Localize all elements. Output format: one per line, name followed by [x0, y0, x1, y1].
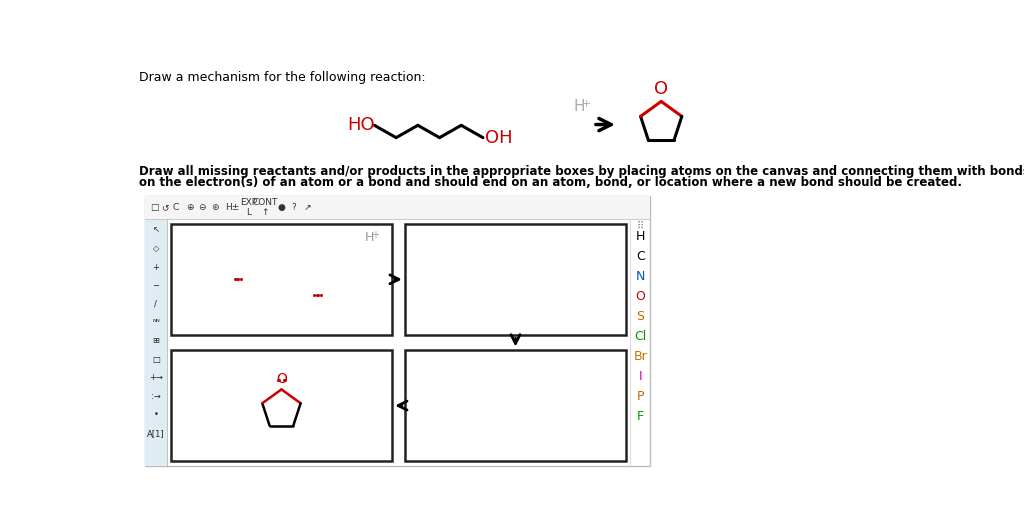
Text: ⊞: ⊞: [153, 337, 160, 346]
Text: N: N: [636, 270, 645, 282]
Text: A[1]: A[1]: [147, 429, 165, 438]
Text: □: □: [152, 355, 160, 364]
Text: O: O: [276, 372, 287, 387]
Text: CONT
↑: CONT ↑: [253, 198, 278, 217]
Text: H: H: [573, 99, 585, 114]
Text: /: /: [155, 299, 158, 309]
Text: HO: HO: [347, 116, 375, 134]
Text: −: −: [153, 281, 160, 290]
Text: O: O: [654, 80, 669, 98]
Text: ⊕: ⊕: [186, 203, 194, 212]
Text: +→: +→: [148, 373, 163, 382]
Text: :→: :→: [151, 392, 161, 401]
Text: HO: HO: [225, 277, 245, 290]
Text: OH: OH: [312, 285, 332, 297]
Bar: [145, 219, 167, 466]
Text: H: H: [365, 231, 374, 244]
Text: +: +: [582, 99, 591, 109]
Text: Br: Br: [634, 350, 647, 363]
Bar: [171, 224, 391, 335]
Text: ⊖: ⊖: [199, 203, 206, 212]
Text: +: +: [372, 230, 379, 241]
Text: Cl: Cl: [634, 330, 646, 343]
Text: Draw a mechanism for the following reaction:: Draw a mechanism for the following react…: [139, 72, 426, 84]
Text: H: H: [636, 230, 645, 243]
Bar: [406, 350, 626, 461]
Text: ?: ?: [292, 203, 296, 212]
Text: ↖: ↖: [153, 226, 160, 235]
Text: C: C: [636, 250, 645, 263]
Text: ⠿: ⠿: [637, 220, 644, 230]
Text: I: I: [638, 370, 642, 383]
Text: ↗: ↗: [304, 203, 311, 212]
Text: OH: OH: [484, 129, 512, 147]
Text: ⊛: ⊛: [211, 203, 218, 212]
Text: on the electron(s) of an atom or a bond and should end on an atom, bond, or loca: on the electron(s) of an atom or a bond …: [139, 176, 962, 189]
Text: □: □: [151, 203, 159, 212]
Text: S: S: [636, 310, 644, 323]
Text: H±: H±: [224, 203, 239, 212]
Text: ᴺᴺ: ᴺᴺ: [152, 318, 160, 327]
Text: F: F: [637, 410, 644, 423]
Text: ●: ●: [278, 203, 286, 212]
Bar: [145, 196, 650, 219]
Text: ◇: ◇: [153, 244, 159, 253]
Text: C: C: [173, 203, 179, 212]
Bar: [171, 350, 391, 461]
Text: P: P: [637, 390, 644, 403]
Bar: [406, 224, 626, 335]
Text: EXP
L: EXP L: [241, 198, 257, 217]
Text: Draw all missing reactants and/or products in the appropriate boxes by placing a: Draw all missing reactants and/or produc…: [139, 165, 1024, 178]
Text: •: •: [154, 410, 159, 419]
Bar: [145, 196, 650, 466]
Text: O: O: [635, 290, 645, 303]
Text: ↺: ↺: [162, 203, 169, 212]
Text: +: +: [153, 262, 160, 271]
